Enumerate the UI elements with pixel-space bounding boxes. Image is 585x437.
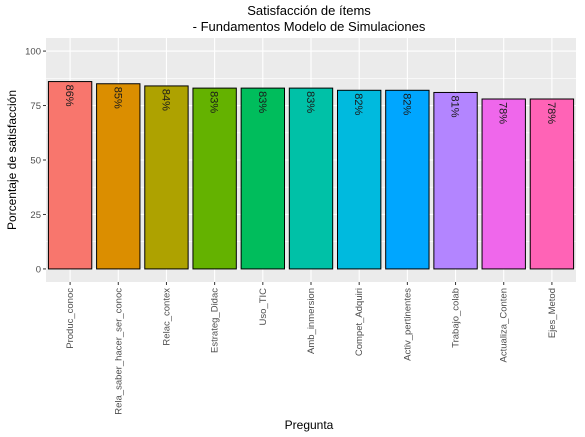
- data-label: 78%: [545, 102, 557, 124]
- bar: [385, 89, 430, 270]
- bar: [481, 98, 526, 270]
- x-tick-label: Trabajo_colab: [451, 288, 462, 348]
- x-tick-label: Uso_TIC: [258, 288, 269, 326]
- x-tick-label: Produc_conoc: [65, 288, 76, 349]
- x-tick-label: Activ_pertinentes: [402, 288, 413, 361]
- bar: [337, 89, 382, 270]
- y-axis: 0 25 50 75 100: [25, 47, 46, 275]
- chart-subtitle: - Fundamentos Modelo de Simulaciones: [193, 19, 426, 34]
- data-label: 85%: [111, 87, 123, 109]
- bar: [96, 83, 141, 270]
- x-tick-label: Estrateg_Didac: [210, 288, 221, 353]
- x-tick-label: Amb_inmersion: [306, 288, 317, 354]
- data-label: 82%: [352, 93, 364, 115]
- bar: [288, 87, 334, 270]
- y-tick-label: 100: [25, 47, 41, 58]
- data-label: 84%: [159, 89, 171, 111]
- y-tick-label: 50: [30, 156, 41, 167]
- bar: [144, 85, 189, 270]
- chart-title: Satisfacción de ítems: [247, 3, 371, 18]
- x-axis-title: Pregunta: [285, 418, 334, 432]
- data-label: 83%: [208, 91, 220, 113]
- bar: [240, 87, 286, 270]
- data-label: 86%: [63, 85, 75, 107]
- x-tick-label: Relac_contex: [161, 288, 172, 346]
- data-label: 78%: [497, 102, 509, 124]
- bar: [433, 91, 478, 270]
- data-label: 81%: [449, 95, 461, 117]
- x-tick-label: Actualiza_Conten: [499, 288, 510, 362]
- x-tick-label: Compet_Adquiri: [354, 288, 365, 356]
- y-tick-label: 75: [30, 101, 41, 112]
- data-labels: 86% 85% 84% 83% 83% 83% 82% 82% 81% 78% 78%: [63, 85, 557, 125]
- y-tick-label: 0: [36, 264, 41, 275]
- bar: [529, 98, 575, 270]
- bar: [192, 87, 237, 270]
- x-axis: Produc_conoc Rela_saber_hacer_ser_conoc Re…: [65, 282, 558, 415]
- bar: [47, 81, 93, 270]
- data-label: 83%: [304, 91, 316, 113]
- y-tick-label: 25: [30, 210, 41, 221]
- y-axis-title: Porcentaje de satisfacción: [5, 90, 19, 230]
- data-label: 83%: [256, 91, 268, 113]
- data-label: 82%: [400, 93, 412, 115]
- bars: [47, 81, 575, 270]
- x-tick-label: Rela_saber_hacer_ser_conoc: [113, 288, 124, 415]
- x-tick-label: Ejes_Metod: [547, 288, 558, 338]
